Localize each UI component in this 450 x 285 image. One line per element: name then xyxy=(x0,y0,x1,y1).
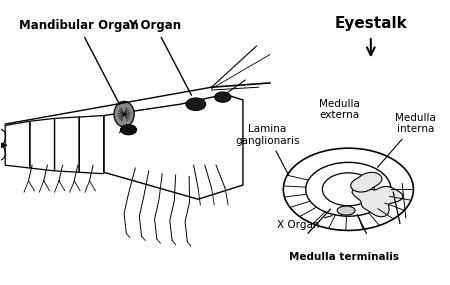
Text: Medulla
interna: Medulla interna xyxy=(378,113,436,167)
Text: Medulla terminalis: Medulla terminalis xyxy=(289,252,399,262)
Text: X Organ: X Organ xyxy=(277,215,332,231)
Circle shape xyxy=(186,98,206,111)
Ellipse shape xyxy=(114,101,134,127)
Text: Lamina
ganglionaris: Lamina ganglionaris xyxy=(235,124,300,176)
Text: Eyestalk: Eyestalk xyxy=(334,16,407,31)
Polygon shape xyxy=(352,186,403,217)
Circle shape xyxy=(215,92,231,102)
Text: Medulla
externa: Medulla externa xyxy=(319,99,360,120)
Circle shape xyxy=(121,125,137,135)
Ellipse shape xyxy=(337,206,355,215)
Text: Mandibular Organ: Mandibular Organ xyxy=(18,19,139,105)
Text: Y Organ: Y Organ xyxy=(129,19,191,95)
Polygon shape xyxy=(351,172,382,192)
